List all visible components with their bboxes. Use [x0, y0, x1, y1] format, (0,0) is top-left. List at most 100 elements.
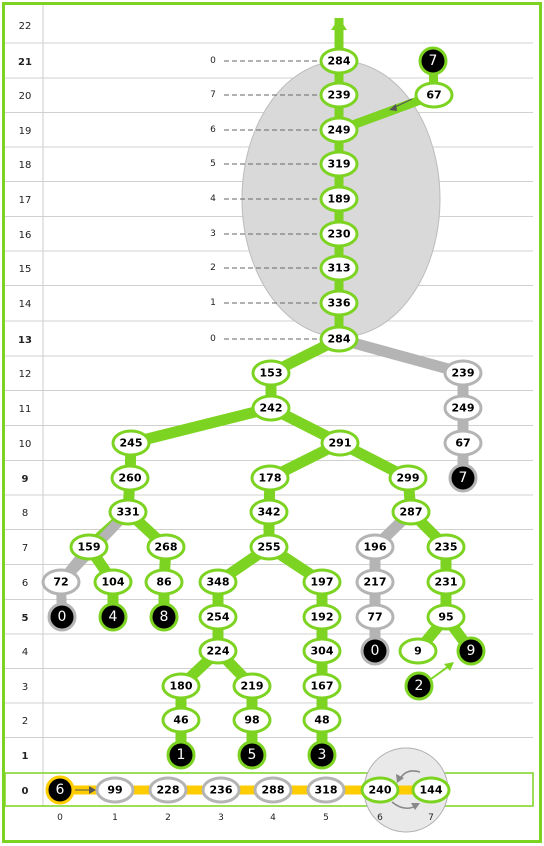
- svg-text:7: 7: [429, 53, 438, 69]
- svg-text:284: 284: [328, 333, 351, 346]
- svg-text:20: 20: [19, 91, 32, 102]
- tree-node: 260: [110, 464, 150, 492]
- branch-arrow-head: [444, 662, 454, 671]
- svg-text:284: 284: [328, 55, 351, 68]
- svg-text:99: 99: [107, 784, 122, 797]
- chain-node: 319: [319, 150, 359, 178]
- tree-node: 224: [198, 637, 238, 665]
- svg-text:331: 331: [117, 506, 140, 519]
- tree-node: 104: [93, 568, 133, 596]
- svg-text:6: 6: [22, 578, 28, 589]
- terminal-node: 7: [418, 46, 448, 76]
- level-label-11: 11: [19, 404, 32, 415]
- level-label-18: 18: [19, 160, 32, 171]
- svg-text:196: 196: [364, 541, 387, 554]
- tree-node: 153: [251, 359, 291, 387]
- svg-text:318: 318: [315, 784, 338, 797]
- svg-text:336: 336: [328, 297, 351, 310]
- svg-text:287: 287: [400, 506, 423, 519]
- terminal-node: 3: [307, 740, 337, 770]
- chain-node: 230: [319, 220, 359, 248]
- svg-text:4: 4: [109, 609, 118, 625]
- svg-text:268: 268: [155, 541, 178, 554]
- svg-text:288: 288: [262, 784, 285, 797]
- svg-text:13: 13: [18, 335, 32, 346]
- tree-node: 242: [251, 394, 291, 422]
- svg-text:104: 104: [102, 576, 125, 589]
- svg-text:16: 16: [19, 230, 32, 241]
- gray-node: 239: [443, 359, 483, 387]
- tree-node: 178: [250, 464, 290, 492]
- svg-text:8: 8: [160, 609, 169, 625]
- level-label-9: 9: [22, 474, 29, 485]
- svg-text:249: 249: [452, 402, 475, 415]
- bottom-node: 288: [253, 776, 293, 804]
- tree-node: 95: [426, 603, 466, 631]
- level-label-12: 12: [19, 369, 32, 380]
- svg-text:5: 5: [248, 747, 257, 763]
- svg-text:2: 2: [22, 716, 28, 727]
- tree-node: 268: [146, 533, 186, 561]
- svg-text:14: 14: [19, 299, 32, 310]
- index-label: 7: [428, 813, 434, 823]
- side-node: 67: [414, 81, 454, 109]
- index-label: 3: [218, 813, 224, 823]
- tree-node: 245: [111, 429, 151, 457]
- level-label-20: 20: [19, 91, 32, 102]
- tree-node: 255: [249, 533, 289, 561]
- svg-text:189: 189: [328, 193, 351, 206]
- bottom-node: 240: [360, 776, 400, 804]
- svg-text:348: 348: [207, 576, 230, 589]
- level-label-6: 6: [22, 578, 28, 589]
- svg-text:21: 21: [18, 57, 32, 68]
- svg-text:7: 7: [459, 470, 468, 486]
- level-label-21: 21: [18, 57, 32, 68]
- level-label-3: 3: [22, 682, 28, 693]
- level-label-7: 7: [22, 543, 28, 554]
- level-label-13: 13: [18, 335, 32, 346]
- svg-text:3: 3: [318, 747, 327, 763]
- gray-node: 77: [355, 603, 395, 631]
- leader-label: 0: [210, 334, 216, 344]
- gray-node: 196: [355, 533, 395, 561]
- level-label-10: 10: [19, 439, 32, 450]
- svg-text:18: 18: [19, 160, 32, 171]
- spine-arrow-head: [331, 18, 347, 30]
- svg-text:2: 2: [415, 678, 424, 694]
- leader-label: 2: [210, 263, 216, 273]
- terminal-node: 5: [237, 740, 267, 770]
- svg-text:67: 67: [455, 437, 470, 450]
- svg-text:7: 7: [22, 543, 28, 554]
- index-label: 5: [323, 813, 329, 823]
- leader-label: 1: [210, 298, 216, 308]
- svg-text:10: 10: [19, 439, 32, 450]
- start-arrow-head: [89, 786, 96, 794]
- svg-text:8: 8: [22, 508, 28, 519]
- level-label-15: 15: [19, 264, 32, 275]
- svg-text:313: 313: [328, 262, 351, 275]
- level-label-4: 4: [22, 647, 28, 658]
- level-label-17: 17: [19, 195, 32, 206]
- leader-label: 7: [210, 90, 216, 100]
- terminal-node: 9: [456, 636, 486, 666]
- svg-text:242: 242: [260, 402, 283, 415]
- svg-text:217: 217: [364, 576, 387, 589]
- terminal-node: 8: [149, 602, 179, 632]
- tree-node: 287: [391, 498, 431, 526]
- chain-node: 239: [319, 81, 359, 109]
- svg-text:11: 11: [19, 404, 32, 415]
- svg-text:19: 19: [19, 126, 32, 137]
- svg-text:98: 98: [244, 714, 259, 727]
- svg-text:15: 15: [19, 264, 32, 275]
- svg-text:254: 254: [207, 611, 230, 624]
- tree-node: 159: [69, 533, 109, 561]
- svg-text:9: 9: [467, 643, 476, 659]
- svg-text:240: 240: [369, 784, 392, 797]
- svg-text:22: 22: [19, 21, 32, 32]
- svg-text:86: 86: [156, 576, 172, 589]
- chain-node: 313: [319, 254, 359, 282]
- chain-node: 249: [319, 116, 359, 144]
- tree-node: 167: [302, 672, 342, 700]
- level-label-22: 22: [19, 21, 32, 32]
- svg-text:178: 178: [259, 472, 282, 485]
